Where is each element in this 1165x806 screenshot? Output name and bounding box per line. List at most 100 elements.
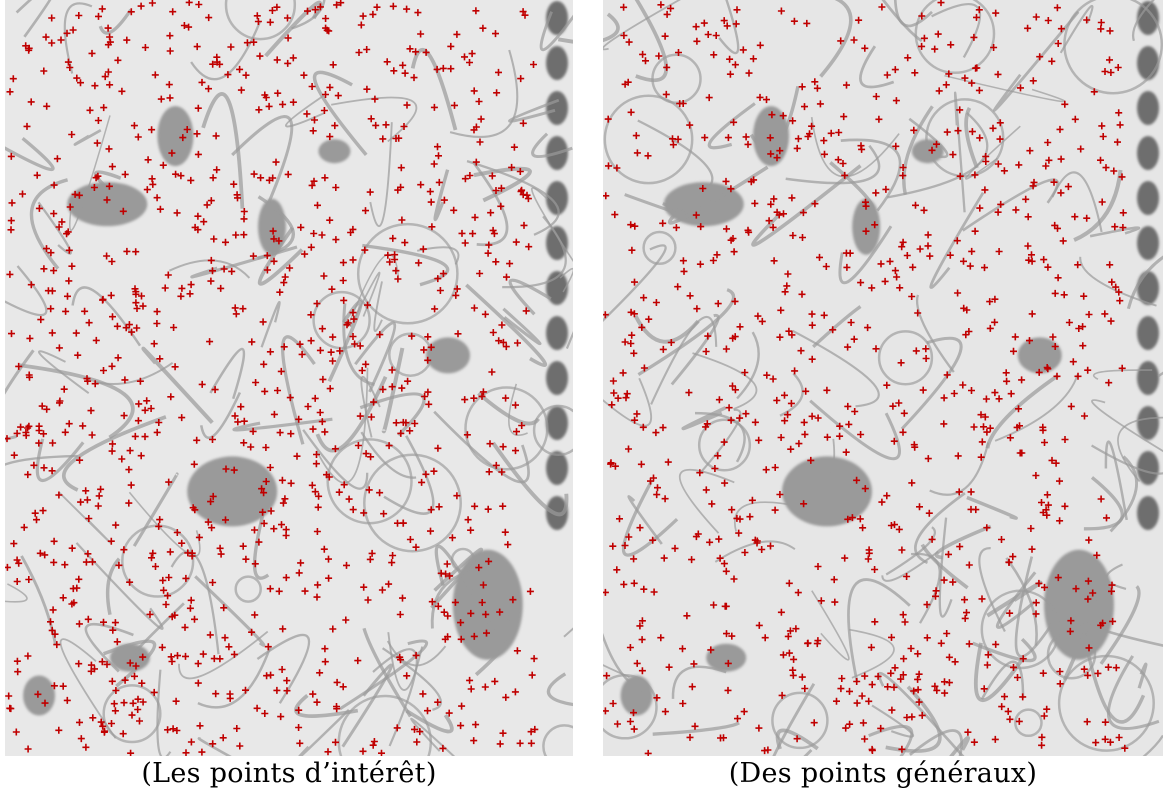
point-marker <box>389 234 397 242</box>
point-marker <box>1018 449 1026 457</box>
point-marker <box>53 155 61 163</box>
point-marker <box>479 388 487 396</box>
point-marker <box>797 347 805 355</box>
point-marker <box>495 337 503 345</box>
sketch-line <box>929 191 985 289</box>
point-marker <box>522 307 530 315</box>
point-marker <box>756 41 764 49</box>
point-marker <box>1051 343 1059 350</box>
point-marker <box>878 3 886 11</box>
point-marker <box>1050 178 1058 186</box>
point-marker <box>881 277 889 285</box>
point-marker <box>308 181 316 189</box>
point-marker <box>179 134 187 142</box>
point-marker <box>702 348 710 355</box>
point-marker <box>940 394 948 402</box>
ink-blob <box>318 139 351 164</box>
sketch-line <box>1117 416 1163 483</box>
point-marker <box>307 311 315 319</box>
point-marker <box>723 22 731 30</box>
point-marker <box>763 96 770 104</box>
point-marker <box>1028 310 1036 318</box>
point-marker <box>232 310 240 318</box>
point-marker <box>347 229 355 236</box>
point-marker <box>283 677 291 685</box>
point-marker <box>1094 669 1102 677</box>
point-marker <box>249 427 257 435</box>
point-marker <box>956 106 964 114</box>
point-marker <box>804 639 812 647</box>
point-marker <box>528 671 536 679</box>
point-marker <box>311 488 319 496</box>
point-marker <box>40 265 48 273</box>
point-marker <box>126 578 134 586</box>
point-marker <box>891 66 899 74</box>
point-marker <box>295 706 303 714</box>
point-marker <box>362 207 369 215</box>
point-marker <box>273 686 281 694</box>
point-marker <box>808 412 816 420</box>
point-marker <box>213 166 221 174</box>
point-marker <box>1017 84 1024 92</box>
point-marker <box>230 650 238 658</box>
point-marker <box>964 728 972 736</box>
point-marker <box>1054 274 1062 282</box>
sketch-circle <box>877 330 934 386</box>
point-marker <box>97 718 105 726</box>
point-marker <box>301 587 309 595</box>
point-marker <box>1101 68 1109 75</box>
sketch-line <box>331 96 418 143</box>
point-marker <box>659 219 667 227</box>
point-marker <box>394 186 402 194</box>
point-marker <box>194 226 202 234</box>
point-marker <box>488 172 496 180</box>
point-marker <box>1039 423 1047 431</box>
point-marker <box>1044 17 1052 24</box>
point-marker <box>920 34 928 42</box>
sketch-line <box>1083 476 1124 531</box>
point-marker <box>120 546 128 554</box>
point-marker <box>605 162 612 170</box>
point-marker <box>781 391 788 399</box>
point-marker <box>333 1 341 9</box>
point-marker <box>475 98 483 105</box>
sketch-line <box>1137 662 1148 689</box>
point-marker <box>68 131 76 138</box>
point-marker <box>882 185 890 193</box>
binding-hole <box>1137 226 1159 260</box>
point-marker <box>85 515 93 522</box>
sketch-line <box>734 501 801 532</box>
point-marker <box>886 257 894 265</box>
point-marker <box>614 720 621 728</box>
sketch-line <box>627 495 663 545</box>
point-marker <box>200 218 208 226</box>
point-marker <box>366 188 374 196</box>
point-marker <box>249 252 257 260</box>
point-marker <box>5 435 11 443</box>
point-marker <box>107 537 115 545</box>
sketch-line <box>132 472 179 547</box>
ink-blob <box>852 198 881 255</box>
point-marker <box>945 653 953 661</box>
sketch-circle <box>914 0 996 75</box>
point-marker <box>108 677 116 685</box>
point-marker <box>1103 514 1110 522</box>
point-marker <box>506 260 514 268</box>
point-marker <box>1022 195 1030 203</box>
point-marker <box>141 406 149 414</box>
point-marker <box>928 146 936 154</box>
point-marker <box>41 551 49 559</box>
point-marker <box>334 92 342 100</box>
sketch-line <box>531 187 573 263</box>
ink-blob <box>620 675 653 716</box>
point-marker <box>413 738 421 746</box>
point-marker <box>217 550 225 558</box>
point-marker <box>776 491 784 498</box>
point-marker <box>274 387 281 394</box>
point-marker <box>100 367 107 374</box>
point-marker <box>923 634 931 642</box>
point-marker <box>620 32 628 39</box>
point-marker <box>907 645 915 652</box>
point-marker <box>404 377 412 385</box>
point-marker <box>383 58 391 66</box>
